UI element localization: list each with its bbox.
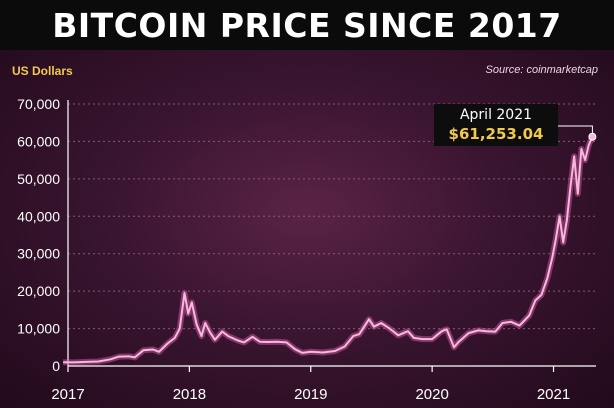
y-tick-label: 30,000 [17,246,60,262]
y-tick-label: 50,000 [17,171,60,187]
chart-title: BITCOIN PRICE SINCE 2017 [52,5,562,45]
x-tick-label: 2018 [173,386,206,403]
x-tick-label: 2021 [537,386,570,403]
price-line [63,136,594,364]
x-tick-label: 2017 [51,386,84,403]
source-label: Source: coinmarketcap [485,64,599,76]
x-tick-label: 2019 [294,386,327,403]
title-bar: BITCOIN PRICE SINCE 2017 [0,0,614,50]
callout-leader [558,125,593,134]
callout-date: April 2021 [459,107,533,123]
y-tick-label: 60,000 [17,133,60,149]
y-tick-label: 10,000 [17,321,60,337]
x-tick-label: 2020 [415,386,448,403]
price-callout: April 2021 $61,253.04 [434,104,558,146]
highlight-point [588,132,597,141]
y-tick-label: 0 [52,358,60,374]
y-unit-label: US Dollars [12,64,73,78]
y-tick-label: 20,000 [17,283,60,299]
y-tick-label: 70,000 [17,96,60,112]
callout-value: $61,253.04 [448,125,544,143]
y-tick-label: 40,000 [17,208,60,224]
